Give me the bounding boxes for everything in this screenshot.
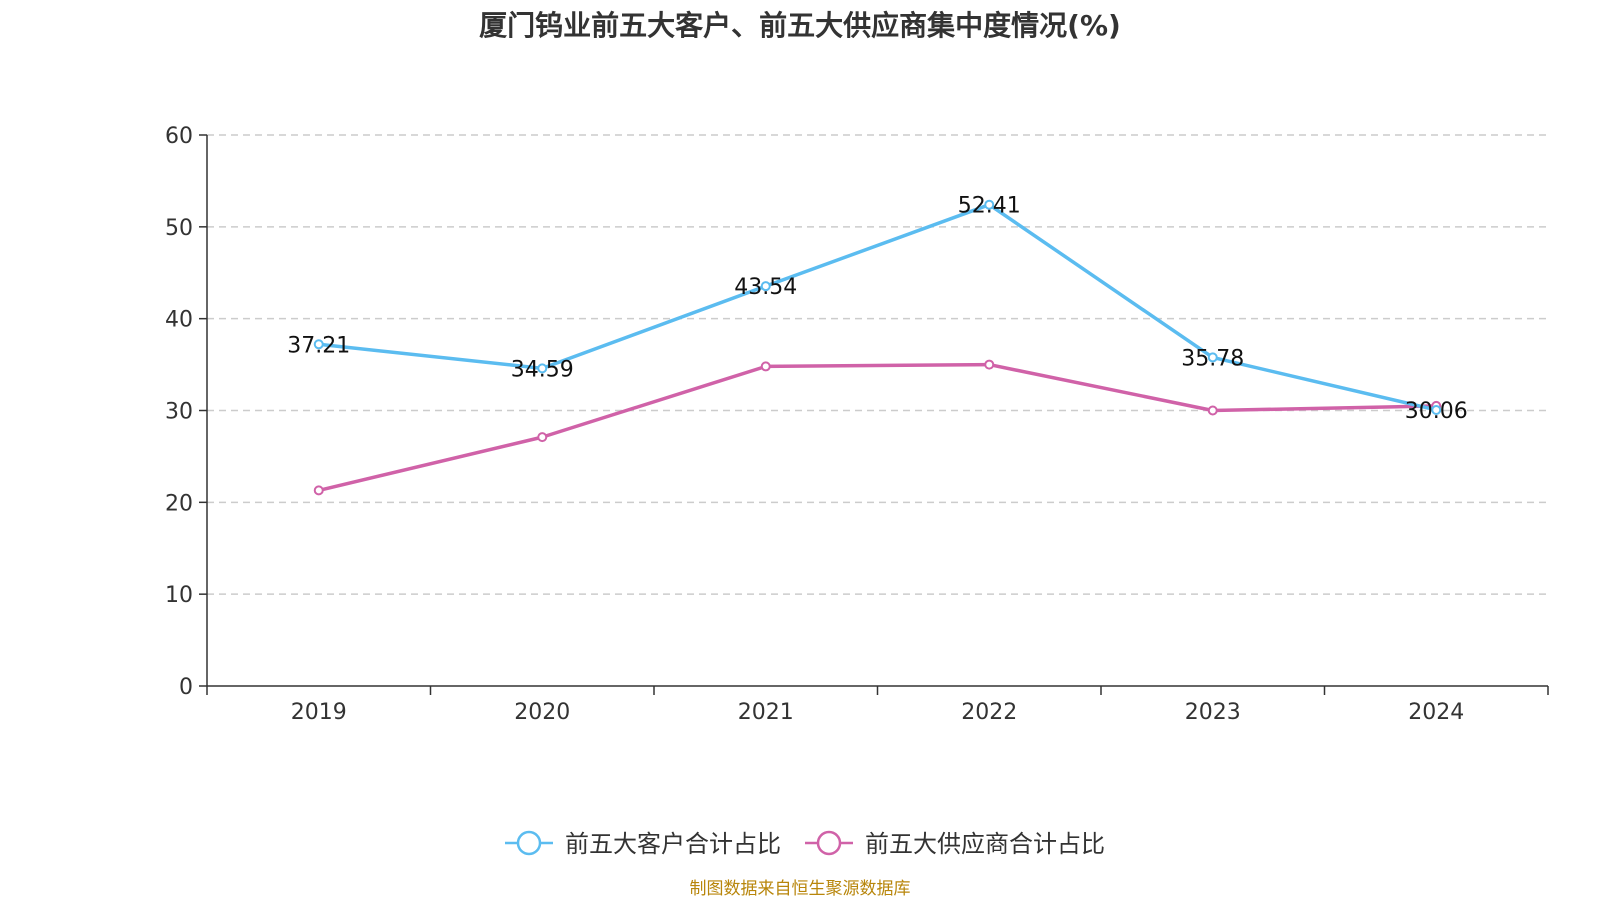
data-point-1 [313, 485, 324, 496]
data-point-0 [313, 339, 324, 350]
source-note: 制图数据来自恒生聚源数据库 [689, 879, 911, 899]
series-line-1 [318, 362, 1437, 493]
data-label: 52.41 [958, 194, 1021, 219]
x-tick-label: 2019 [291, 700, 347, 725]
legend-marker [516, 830, 542, 856]
data-point-1 [537, 432, 548, 443]
data-label: 37.21 [287, 333, 350, 358]
legend-label: 前五大客户合计占比 [565, 830, 781, 858]
y-tick-label: 30 [165, 400, 193, 425]
legend-marker [816, 830, 842, 856]
data-point-1 [760, 361, 771, 372]
data-label: 34.59 [511, 357, 574, 382]
y-tick-label: 10 [165, 583, 193, 608]
y-tick-label: 40 [165, 308, 193, 333]
x-tick-label: 2024 [1408, 700, 1464, 725]
data-label: 43.54 [734, 275, 797, 300]
y-tick-label: 50 [165, 216, 193, 241]
chart-title: 厦门钨业前五大客户、前五大供应商集中度情况(%) [479, 9, 1121, 42]
x-tick-label: 2023 [1185, 700, 1241, 725]
data-point-0 [1207, 352, 1218, 363]
data-point-0 [1431, 404, 1442, 415]
data-label: 30.06 [1405, 399, 1468, 424]
series-line-0 [318, 202, 1437, 412]
data-point-0 [984, 199, 995, 210]
y-tick-label: 20 [165, 491, 193, 516]
data-point-0 [537, 363, 548, 374]
data-point-0 [760, 281, 771, 292]
data-point-1 [1207, 405, 1218, 416]
y-tick-label: 0 [179, 675, 193, 700]
x-tick-label: 2022 [961, 700, 1017, 725]
y-tick-label: 60 [165, 124, 193, 149]
x-tick-label: 2021 [738, 700, 794, 725]
data-label: 35.78 [1181, 346, 1244, 371]
data-point-1 [984, 359, 995, 370]
x-tick-label: 2020 [514, 700, 570, 725]
legend-label: 前五大供应商合计占比 [865, 830, 1105, 858]
